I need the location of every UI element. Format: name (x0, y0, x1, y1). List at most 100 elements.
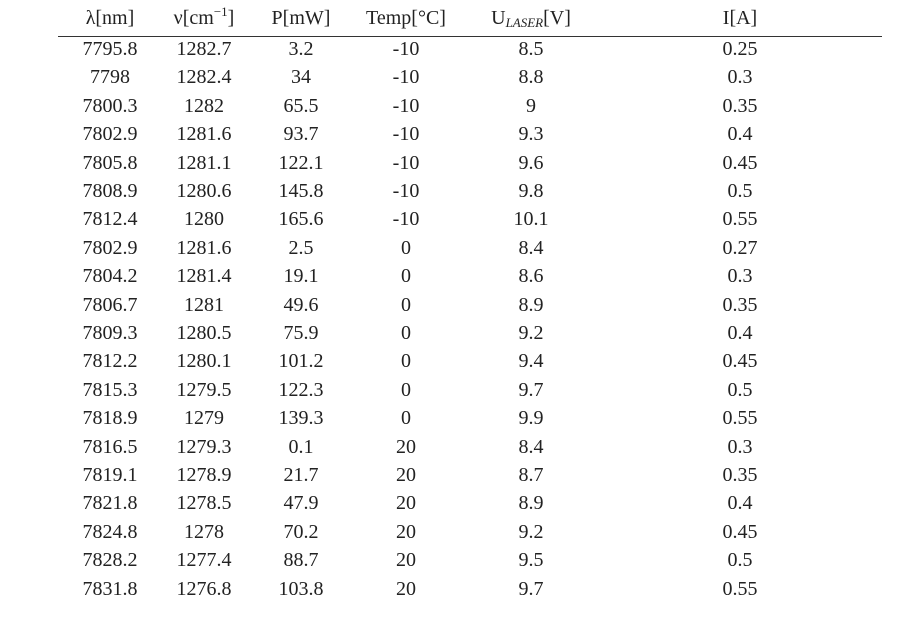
table-cell: 0 (401, 378, 411, 401)
table-cell: 0.3 (727, 66, 753, 89)
table-cell: 65.5 (283, 94, 319, 117)
header-cell: P[mW] (236, 6, 366, 30)
table-cell: 1281.4 (176, 265, 232, 288)
table-cell: 1280.5 (176, 322, 232, 344)
table-cell: 1281.6 (176, 236, 232, 259)
table-cell: 145.8 (278, 180, 324, 202)
table-cell: 0.4 (727, 123, 753, 146)
header-text: λ[nm] (85, 7, 135, 29)
table-cell: 7812.4 (82, 208, 138, 231)
table-cell: 2.5 (288, 236, 314, 259)
table-cell: 0.3 (727, 265, 753, 288)
table-cell: 9.5 (518, 549, 544, 572)
table-cell: 20 (396, 464, 416, 486)
table-cell: 7798 (90, 66, 130, 89)
table-cell: 8.4 (518, 435, 544, 458)
table-cell: 1280.6 (176, 180, 232, 202)
table-cell: 3.2 (288, 38, 314, 60)
table-cell: 7816.5 (82, 435, 138, 458)
table-cell: 0.25 (722, 38, 758, 60)
table-cell: -10 (392, 208, 420, 231)
table-cell: 88.7 (283, 549, 319, 572)
table-cell: 93.7 (283, 123, 319, 146)
table-cell: -10 (392, 151, 420, 174)
table-cell: 8.9 (518, 293, 544, 316)
table-cell: 1277.4 (176, 549, 232, 572)
table-cell: 8.8 (518, 66, 544, 89)
table-cell: 122.1 (278, 151, 324, 174)
table-cell: 7808.9 (82, 180, 138, 202)
table-cell: 9.3 (518, 123, 544, 146)
table-cell: 139.3 (278, 407, 324, 430)
table-cell: 1280 (184, 208, 224, 231)
table-cell: 7804.2 (82, 265, 138, 288)
table-cell: 0.5 (727, 180, 753, 202)
header-rule (58, 36, 882, 37)
table-cell: 0.5 (727, 378, 753, 401)
table-cell: 7802.9 (82, 123, 138, 146)
table-cell: 0 (401, 407, 411, 430)
table-cell: 7802.9 (82, 236, 138, 259)
table-cell: 7828.2 (82, 549, 138, 572)
table-cell: 122.3 (278, 378, 324, 401)
table-cell: 7819.1 (82, 464, 138, 486)
header-cell: ULASER[V] (466, 6, 596, 30)
table-cell: 0 (401, 293, 411, 316)
table-cell: 8.9 (518, 492, 544, 515)
table-cell: -10 (392, 66, 420, 89)
table-cell: -10 (392, 123, 420, 146)
table-cell: 0 (401, 322, 411, 344)
table-cell: 7806.7 (82, 293, 138, 316)
header-text: ] (227, 7, 235, 29)
table-cell: 9.6 (518, 151, 544, 174)
header-text: P[mW] (271, 7, 331, 29)
table-cell: 103.8 (278, 577, 324, 600)
table-cell: 1281.6 (176, 123, 232, 146)
table-cell: 8.7 (518, 464, 544, 486)
header-cell: Temp[°C] (341, 6, 471, 30)
table-cell: 1279.3 (176, 435, 232, 458)
table-cell: 20 (396, 549, 416, 572)
table-cell: -10 (392, 38, 420, 60)
table-cell: 7824.8 (82, 520, 138, 543)
table-cell: 0.45 (722, 151, 758, 174)
table-cell: 0.45 (722, 350, 758, 373)
table-cell: 34 (291, 66, 311, 89)
table-cell: 7800.3 (82, 94, 138, 117)
table-cell: 7805.8 (82, 151, 138, 174)
table-cell: 0.5 (727, 549, 753, 572)
table-cell: 0.4 (727, 492, 753, 515)
table-cell: 0.55 (722, 208, 758, 231)
table-cell: 0 (401, 350, 411, 373)
table-cell: 9.2 (518, 520, 544, 543)
table-cell: 0.1 (288, 435, 314, 458)
table-cell: 20 (396, 520, 416, 543)
table-cell: 1278.9 (176, 464, 232, 486)
header-text: U (491, 7, 506, 29)
table-cell: 0 (401, 236, 411, 259)
table-cell: 1282.4 (176, 66, 232, 89)
table-cell: 1282 (184, 94, 224, 117)
table-cell: 1276.8 (176, 577, 232, 600)
table-cell: 0.35 (722, 464, 758, 486)
table-cell: 9.7 (518, 378, 544, 401)
table-cell: 1279.5 (176, 378, 232, 401)
table-cell: 70.2 (283, 520, 319, 543)
header-cell: ν[cm−1] (139, 4, 269, 30)
table-cell: 0.35 (722, 94, 758, 117)
table-cell: 1278 (184, 520, 224, 543)
header-cell: I[A] (675, 6, 805, 30)
table-cell: 1279 (184, 407, 224, 430)
table-cell: 47.9 (283, 492, 319, 515)
table-cell: -10 (392, 94, 420, 117)
table-cell: 20 (396, 435, 416, 458)
table-cell: 165.6 (278, 208, 324, 231)
table-cell: 8.5 (518, 38, 544, 60)
table-cell: 75.9 (283, 322, 319, 344)
table-cell: 20 (396, 492, 416, 515)
table-cell: 7812.2 (82, 350, 138, 373)
table-cell: 10.1 (513, 208, 549, 231)
header-superscript: −1 (213, 4, 228, 19)
table-cell: 0.45 (722, 520, 758, 543)
